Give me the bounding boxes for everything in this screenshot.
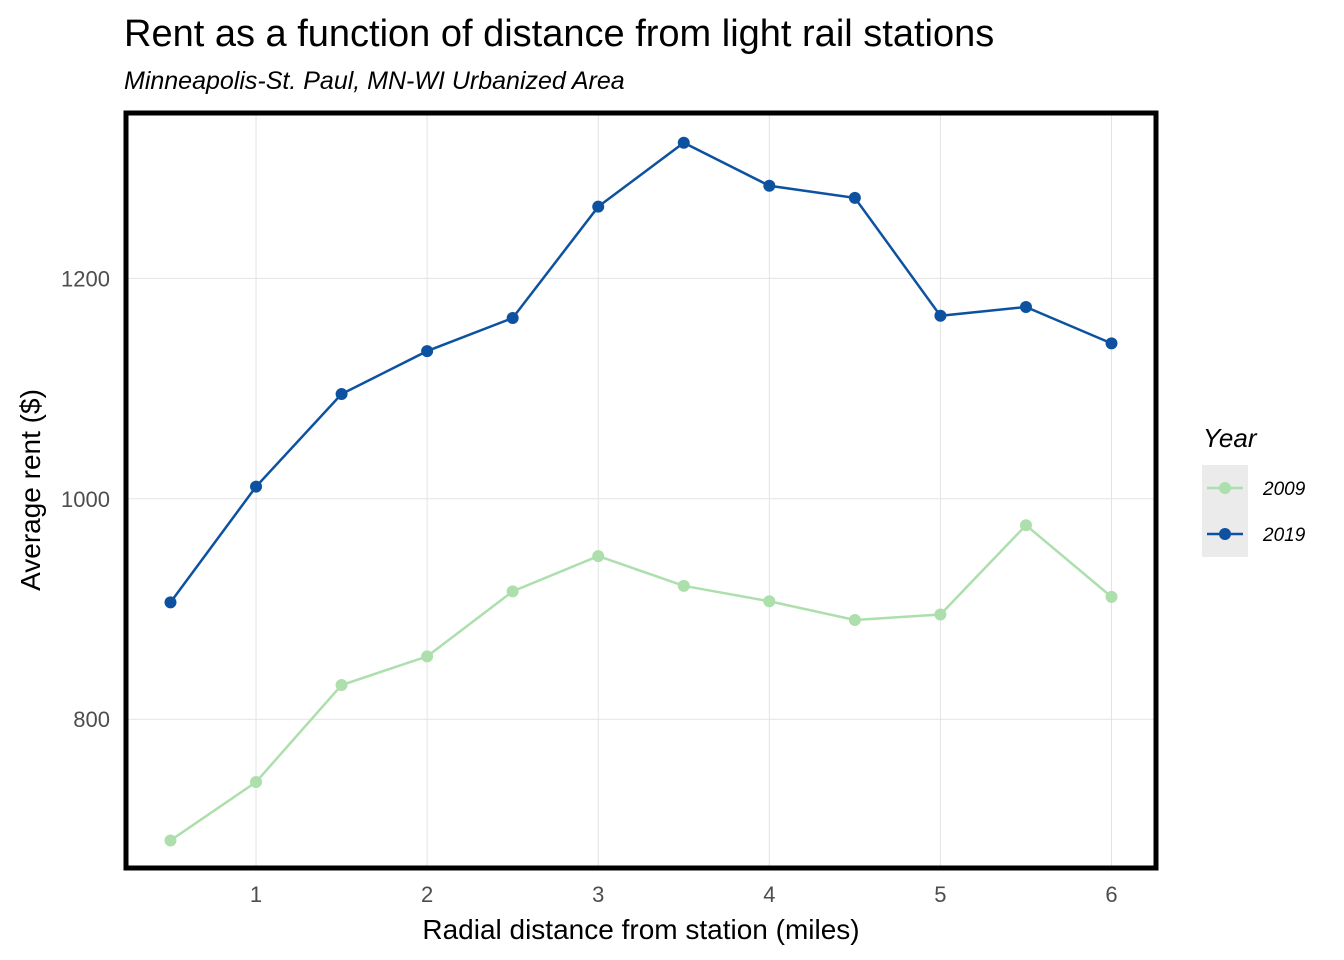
y-gridlines <box>126 277 1156 720</box>
data-point <box>250 480 263 493</box>
y-axis-ticks: 800 1000 1200 <box>61 266 110 732</box>
chart-title: Rent as a function of distance from ligh… <box>124 13 994 55</box>
y-axis-title: Average rent ($) <box>15 389 46 591</box>
data-point <box>1105 590 1118 603</box>
x-tick-label: 1 <box>250 882 262 907</box>
data-point <box>934 608 947 621</box>
series-2019 <box>164 136 1118 609</box>
legend: Year 2009 2019 <box>1202 423 1306 557</box>
legend-label: 2019 <box>1262 525 1306 546</box>
data-point <box>421 345 434 358</box>
x-axis-ticks: 1 2 3 4 5 6 <box>250 882 1118 907</box>
data-point <box>164 834 177 847</box>
y-tick-label: 1000 <box>61 487 110 512</box>
data-point <box>592 200 605 213</box>
plot-panel-border <box>123 110 1159 871</box>
data-point <box>934 309 947 322</box>
x-axis-title: Radial distance from station (miles) <box>422 914 859 945</box>
data-point <box>506 585 519 598</box>
data-point <box>335 388 348 401</box>
y-tick-label: 1200 <box>61 266 110 291</box>
series-line <box>169 141 1113 604</box>
series-layer <box>164 136 1118 847</box>
data-point <box>506 312 519 325</box>
data-point <box>677 579 690 592</box>
legend-label: 2009 <box>1262 479 1306 500</box>
data-point <box>763 179 776 192</box>
data-point <box>421 650 434 663</box>
data-point <box>1019 300 1032 313</box>
data-point <box>1019 519 1032 532</box>
y-tick-label: 800 <box>73 707 110 732</box>
data-point <box>164 596 177 609</box>
legend-title: Year <box>1203 423 1258 453</box>
series-line <box>169 523 1113 842</box>
legend-key-point <box>1219 528 1231 540</box>
x-gridlines <box>255 113 1113 868</box>
legend-item-2009: 2009 <box>1207 479 1306 500</box>
data-point <box>848 191 861 204</box>
x-tick-label: 6 <box>1105 882 1117 907</box>
legend-key-background <box>1202 465 1248 557</box>
data-point <box>677 136 690 149</box>
data-point <box>592 550 605 563</box>
x-tick-label: 5 <box>934 882 946 907</box>
legend-item-2019: 2019 <box>1207 525 1306 546</box>
data-point <box>1105 337 1118 350</box>
data-point <box>848 614 861 627</box>
data-point <box>763 595 776 608</box>
x-tick-label: 3 <box>592 882 604 907</box>
data-point <box>335 679 348 692</box>
data-point <box>250 776 263 789</box>
series-2009 <box>164 519 1118 847</box>
chart-subtitle: Minneapolis-St. Paul, MN-WI Urbanized Ar… <box>124 67 625 95</box>
legend-key-point <box>1219 482 1231 494</box>
x-tick-label: 4 <box>763 882 775 907</box>
x-tick-label: 2 <box>421 882 433 907</box>
